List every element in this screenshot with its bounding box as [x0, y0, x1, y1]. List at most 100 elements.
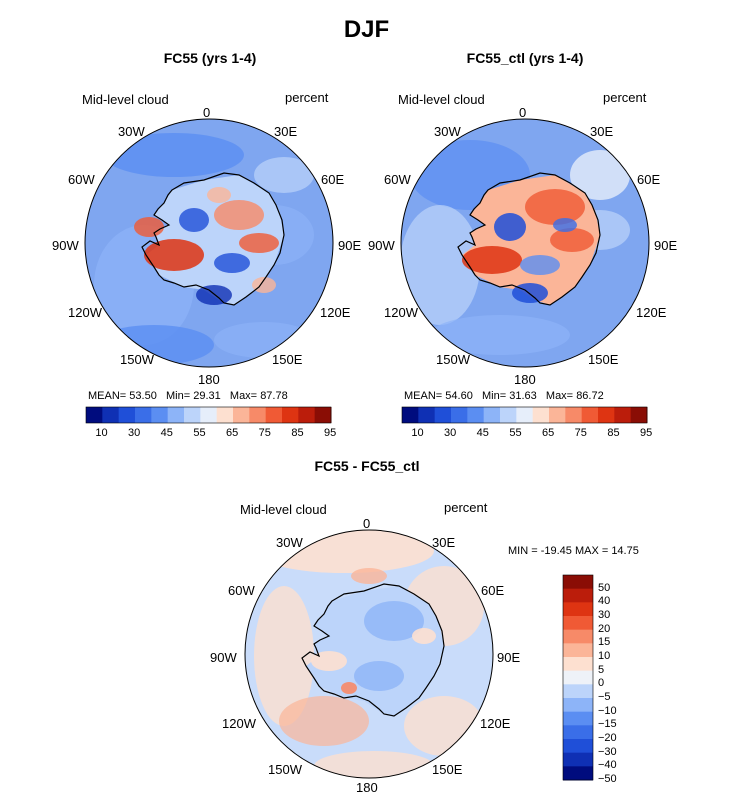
panel3-colorbar-tick-label: −30 [598, 745, 617, 758]
panel1-coastline [141, 172, 285, 306]
panel2-colorbar-swatch [630, 407, 648, 423]
panel2-colorbar-swatch [500, 407, 517, 423]
panel3-colorbar-swatch [563, 739, 593, 754]
panel2-colorbar-swatch [598, 407, 615, 423]
panel1-lon-90e: 90E [338, 238, 362, 253]
panel3-lon-150w: 150W [268, 762, 302, 777]
panel1-colorbar-tick-label: 95 [324, 427, 337, 439]
panel2-lon-30e: 30E [590, 124, 614, 139]
panel1-colorbar-tick-label: 45 [160, 427, 173, 439]
panel2-colorbar-swatch [451, 407, 468, 423]
panel3-stats: MIN = -19.45 MAX = 14.75 [508, 545, 639, 557]
panel2-variable-label: Mid-level cloud [398, 92, 485, 107]
panel3-lon-30w: 30W [276, 535, 303, 550]
panel2-lon-60w: 60W [384, 172, 411, 187]
panel2-colorbar-tick-label: 55 [509, 427, 522, 439]
panel2-colorbar-tick-label: 85 [607, 427, 620, 439]
panel3-colorbar-swatch [563, 698, 593, 713]
panel1-colorbar-swatch [86, 407, 103, 423]
panel3-colorbar-tick-label: 5 [598, 663, 605, 676]
panel3-lon-150e: 150E [432, 762, 463, 777]
panel1-lon-120e: 120E [320, 305, 351, 320]
panel3-lon-60e: 60E [481, 583, 505, 598]
panel3-lon-90w: 90W [210, 650, 237, 665]
panel1-map [84, 118, 334, 368]
panel1-colorbar-tick-label: 55 [193, 427, 206, 439]
panel2-colorbar-swatch [549, 407, 566, 423]
panel1-lon-60e: 60E [321, 172, 345, 187]
panel2-colorbar-tick-label: 75 [574, 427, 587, 439]
panel2-colorbar-swatch [483, 407, 501, 423]
panel1-stats: MEAN= 53.50 Min= 29.31 Max= 87.78 [88, 390, 288, 402]
panel1-colorbar-ticks: 10 30 45 55 65 75 85 95 [86, 425, 336, 439]
panel3-colorbar-tick-label: −5 [598, 691, 611, 703]
panel2-colorbar-ticks: 10 30 45 55 65 75 85 95 [402, 425, 652, 439]
panel1-colorbar-swatch [265, 407, 283, 423]
panel2-map-border [400, 118, 650, 368]
panel2-lon-60e: 60E [637, 172, 661, 187]
panel2-lon-0: 0 [519, 105, 527, 120]
panel3-colorbar-tick-label: −40 [598, 759, 617, 772]
figure-title: DJF [343, 16, 390, 43]
panel2-lon-90e: 90E [654, 238, 678, 253]
panel3-colorbar-tick-label: −10 [598, 704, 617, 717]
panel1-lon-180: 180 [198, 372, 220, 387]
panel3-lon-60w: 60W [228, 583, 255, 598]
panel2-lon-120w: 120W [384, 305, 418, 320]
panel1-max-label: Max= [229, 390, 258, 402]
panel1-colorbar-swatch [314, 407, 332, 423]
panel3-colorbar-swatch [563, 670, 593, 685]
panel2-mean-label: MEAN= [404, 390, 443, 402]
panel3-colorbar-tick-label: 15 [598, 636, 611, 649]
panel3-colorbar-swatch [563, 602, 593, 617]
panel3-colorbar [562, 574, 594, 781]
panel3-colorbar-tick-label: 10 [598, 650, 611, 662]
panel2-colorbar-tick-label: 45 [476, 427, 489, 439]
panel3-coastline [301, 583, 445, 717]
panel2-coastline [457, 172, 601, 306]
panel3-map-border [244, 529, 494, 779]
panel1-mean-label: MEAN= [88, 390, 127, 402]
panel2-title: FC55_ctl (yrs 1-4) [466, 50, 584, 66]
panel3-lon-180: 180 [356, 780, 378, 795]
panel1-colorbar-tick-label: 30 [128, 427, 141, 439]
panel2-colorbar-swatch [614, 407, 632, 423]
panel1-colorbar-swatch [200, 407, 218, 423]
panel2-colorbar-swatch [418, 407, 436, 423]
panel2-lon-120e: 120E [636, 305, 667, 320]
panel2-lon-150w: 150W [436, 352, 470, 367]
panel3-colorbar-swatch [563, 766, 593, 781]
panel3-colorbar-ticks: 50 40 30 20 15 10 5 0 −5 −10 −15 −20 −30 −40 −50 [598, 575, 638, 785]
panel2-max-label: Max= [545, 390, 574, 402]
panel1-variable-label: Mid-level cloud [82, 92, 169, 107]
panel3-colorbar-swatch [563, 643, 593, 658]
panel3-lon-0: 0 [363, 516, 371, 531]
panel2-max-value: 86.72 [576, 390, 604, 402]
panel1-colorbar-swatch [135, 407, 152, 423]
panel1-colorbar-swatch [216, 407, 234, 423]
panel1-colorbar-swatch [151, 407, 169, 423]
panel2-units-label: percent [603, 90, 647, 105]
panel3-colorbar-tick-label: −20 [598, 732, 617, 744]
panel1-colorbar-tick-label: 65 [226, 427, 239, 439]
panel1-colorbar-swatch [184, 407, 201, 423]
panel2-colorbar-swatch [467, 407, 485, 423]
panel3-colorbar-swatch [563, 588, 593, 603]
panel2-colorbar-tick-label: 65 [542, 427, 555, 439]
panel3-colorbar-tick-label: 20 [598, 622, 611, 635]
panel1-colorbar-swatch [249, 407, 267, 423]
panel1-colorbar-swatch [102, 407, 120, 423]
panel1-colorbar-swatch [118, 407, 136, 423]
panel3-colorbar-tick-label: −50 [598, 773, 617, 785]
panel2-min-label: Min= [481, 390, 507, 402]
panel2-colorbar-tick-label: 95 [640, 427, 653, 439]
panel3-lon-120w: 120W [222, 716, 256, 731]
panel1-colorbar [85, 406, 332, 424]
panel1-mean-value: 53.50 [129, 390, 157, 402]
panel2-map [400, 118, 650, 368]
panel1-colorbar-swatch [233, 407, 250, 423]
panel1-lon-30e: 30E [274, 124, 298, 139]
panel1-lon-30w: 30W [118, 124, 145, 139]
panel2-lon-90w: 90W [368, 238, 395, 253]
panel3-colorbar-tick-label: −15 [598, 718, 617, 731]
